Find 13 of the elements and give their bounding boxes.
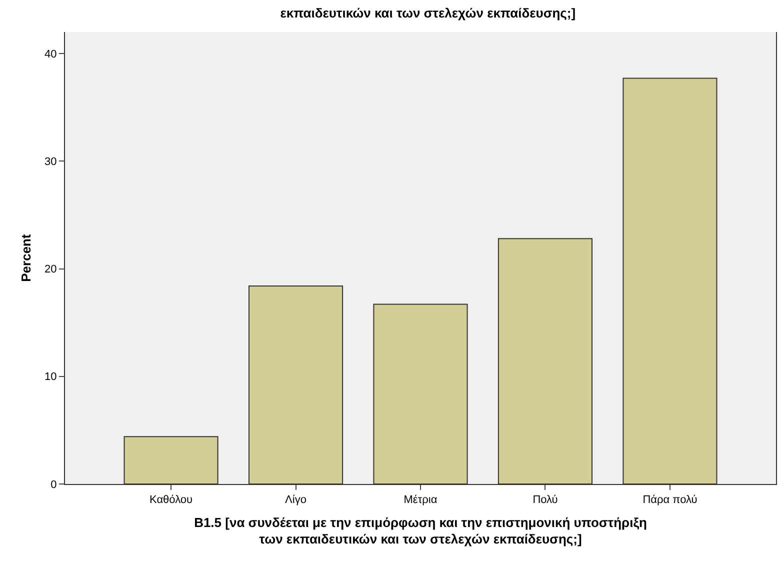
y-tick-label: 30 — [44, 156, 57, 168]
x-tick-label: Πάρα πολύ — [642, 494, 698, 506]
x-tick-label: Καθόλου — [150, 494, 193, 506]
x-tick-label: Πολύ — [532, 494, 558, 506]
x-tick-label: Μέτρια — [404, 494, 438, 506]
y-tick-label: 20 — [44, 264, 57, 276]
y-tick-label: 0 — [50, 478, 57, 491]
y-tick-label: 40 — [44, 48, 57, 60]
x-axis-title: B1.5 [να συνδέεται με την επιμόρφωση και την επιστημονική υποστήριξη των εκπαιδευτικών και των στελεχών εκπαίδευσης;] — [194, 514, 647, 547]
y-axis-title: Percent — [18, 233, 34, 282]
y-tick-label: 10 — [44, 371, 57, 384]
x-tick-label: Λίγο — [285, 494, 306, 506]
chart-title: εκπαιδευτικών και των στελεχών εκπαίδευσης;] — [280, 6, 576, 21]
